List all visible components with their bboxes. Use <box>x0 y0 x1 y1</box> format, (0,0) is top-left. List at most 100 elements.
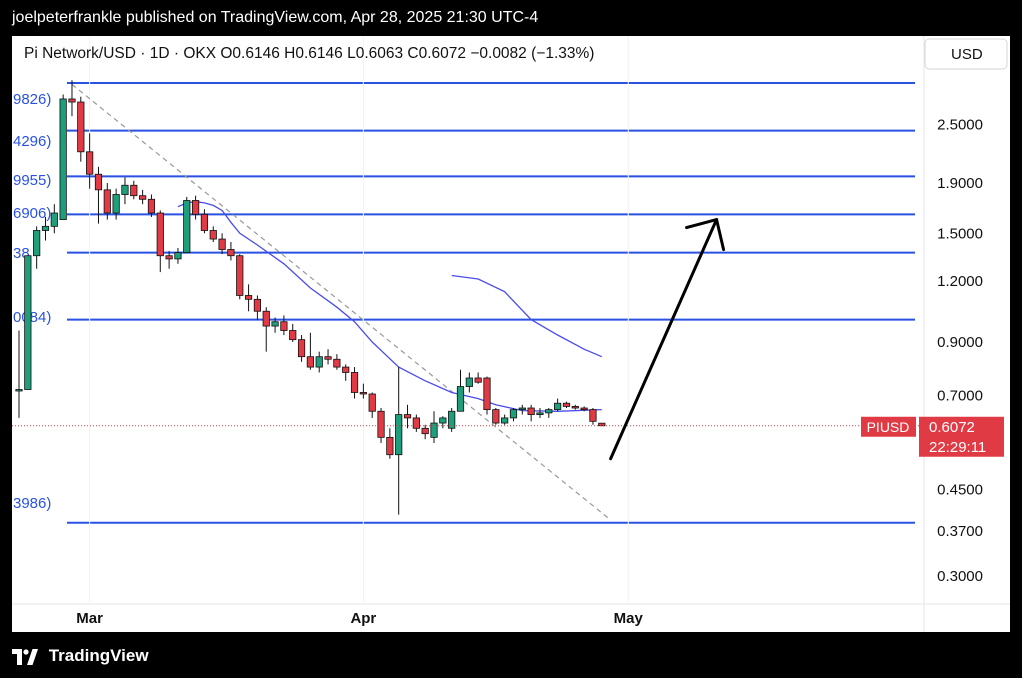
projection-arrow-shaft[interactable] <box>609 218 719 461</box>
x-tick-label-1: Apr <box>350 610 376 627</box>
candle-body-6[interactable] <box>68 98 76 103</box>
candle-body-18[interactable] <box>174 252 182 260</box>
candle-body-59[interactable] <box>536 412 544 415</box>
candle-body-57[interactable] <box>518 407 526 411</box>
candle-body-5[interactable] <box>59 98 67 220</box>
candle-body-24[interactable] <box>227 249 235 257</box>
tradingview-logo-icon <box>12 648 38 665</box>
candle-body-37[interactable] <box>342 366 350 373</box>
candle-body-29[interactable] <box>271 321 279 327</box>
legend-close: C0.6072 <box>403 45 466 62</box>
candle-body-62[interactable] <box>562 402 571 407</box>
chart-panel[interactable]: 9826) 4296) 9955) 6906) 38 0084) 3986) Mar Apr Ma… <box>12 36 1010 632</box>
candle-body-38[interactable] <box>350 372 359 393</box>
projection-arrow-head[interactable] <box>685 218 726 252</box>
candle-body-25[interactable] <box>236 255 244 296</box>
publish-header: joelpeterfrankle published on TradingVie… <box>0 0 1022 36</box>
candle-body-50[interactable] <box>456 386 465 412</box>
price-tag-value-box <box>919 416 1004 457</box>
candle-body-2[interactable] <box>33 230 41 257</box>
candle-body-17[interactable] <box>165 255 173 260</box>
legend-open: O0.6146 <box>216 45 280 62</box>
candle-body-51[interactable] <box>465 377 473 387</box>
published-text: joelpeterfrankle published on TradingVie… <box>12 9 539 26</box>
candle-body-48[interactable] <box>439 417 447 424</box>
candle-body-42[interactable] <box>386 436 394 456</box>
y-tick-label-1: 2.5000 <box>937 117 983 134</box>
candle-body-23[interactable] <box>218 238 226 250</box>
candle-body-60[interactable] <box>545 409 553 414</box>
candle-body-66[interactable] <box>598 422 606 427</box>
candle-body-53[interactable] <box>483 377 491 411</box>
dashed-trendline[interactable] <box>71 83 611 521</box>
candle-body-49[interactable] <box>448 410 456 429</box>
y-tick-label-3: 1.5000 <box>937 225 983 242</box>
candle-body-20[interactable] <box>191 200 200 215</box>
candle-body-56[interactable] <box>509 409 518 419</box>
candle-body-65[interactable] <box>589 409 597 422</box>
candle-body-14[interactable] <box>139 195 147 200</box>
candle-body-54[interactable] <box>492 409 500 424</box>
candle-body-61[interactable] <box>554 402 562 411</box>
candle-body-16[interactable] <box>156 212 164 257</box>
moving-average-long[interactable] <box>451 274 603 358</box>
candle-body-3[interactable] <box>41 225 50 231</box>
level-label-6: 3986) <box>13 495 51 512</box>
candle-body-19[interactable] <box>183 200 191 253</box>
candle-body-8[interactable] <box>86 151 94 175</box>
candle-body-9[interactable] <box>94 173 103 191</box>
candle-body-44[interactable] <box>403 414 412 419</box>
currency-button[interactable] <box>924 38 1008 70</box>
candle-body-11[interactable] <box>112 194 120 214</box>
price-tag-countdown: 22:29:11 <box>929 439 986 456</box>
y-tick-label-7: 0.4500 <box>937 482 983 499</box>
price-tag-value: 0.6072 <box>929 419 975 436</box>
candle-body-21[interactable] <box>200 213 209 231</box>
candle-body-0[interactable] <box>15 389 23 392</box>
legend-symbol: Pi Network/USD · 1D · OKX <box>24 45 217 62</box>
candle-body-15[interactable] <box>147 198 156 214</box>
candle-body-58[interactable] <box>527 407 535 415</box>
level-label-1: 4296) <box>13 133 51 150</box>
candle-body-1[interactable] <box>24 255 32 390</box>
x-tick-label-0: Mar <box>76 610 103 627</box>
level-label-0: 9826) <box>13 91 51 108</box>
candle-body-35[interactable] <box>324 356 332 360</box>
candle-body-40[interactable] <box>368 393 376 412</box>
candle-body-46[interactable] <box>421 427 429 435</box>
candle-body-39[interactable] <box>359 392 367 395</box>
candle-body-31[interactable] <box>289 330 297 341</box>
candle-body-12[interactable] <box>121 184 129 195</box>
candle-body-33[interactable] <box>306 356 314 368</box>
candle-body-26[interactable] <box>244 295 253 300</box>
candle-body-47[interactable] <box>430 422 438 438</box>
level-label-2: 9955) <box>13 172 51 189</box>
candle-body-52[interactable] <box>474 377 482 383</box>
candle-body-7[interactable] <box>77 101 85 153</box>
candle-body-41[interactable] <box>377 410 385 438</box>
candle-body-32[interactable] <box>297 339 306 358</box>
moving-average-short[interactable] <box>177 201 602 412</box>
candle-body-13[interactable] <box>130 184 138 197</box>
legend-high: H0.6146 <box>280 45 343 62</box>
candle-body-64[interactable] <box>580 407 588 411</box>
candle-body-36[interactable] <box>333 358 341 368</box>
legend-low: L0.6063 <box>343 45 403 62</box>
candle-body-28[interactable] <box>262 310 270 327</box>
candle-body-27[interactable] <box>253 298 262 312</box>
candle-body-43[interactable] <box>395 414 403 456</box>
candle-body-10[interactable] <box>103 189 111 214</box>
candle-body-45[interactable] <box>412 417 420 429</box>
level-label-3: 6906) <box>13 205 51 222</box>
candle-body-4[interactable] <box>50 212 58 227</box>
candle-body-30[interactable] <box>280 321 288 331</box>
footer-brand: TradingView <box>48 646 149 665</box>
candle-body-63[interactable] <box>571 406 579 409</box>
candle-body-22[interactable] <box>209 230 217 240</box>
candle-body-55[interactable] <box>501 417 509 424</box>
y-tick-label-5: 0.9000 <box>937 334 983 351</box>
candle-body-34[interactable] <box>315 356 323 368</box>
legend-change: −0.0082 (−1.33%) <box>466 45 594 62</box>
y-tick-label-9: 0.3000 <box>937 568 983 585</box>
